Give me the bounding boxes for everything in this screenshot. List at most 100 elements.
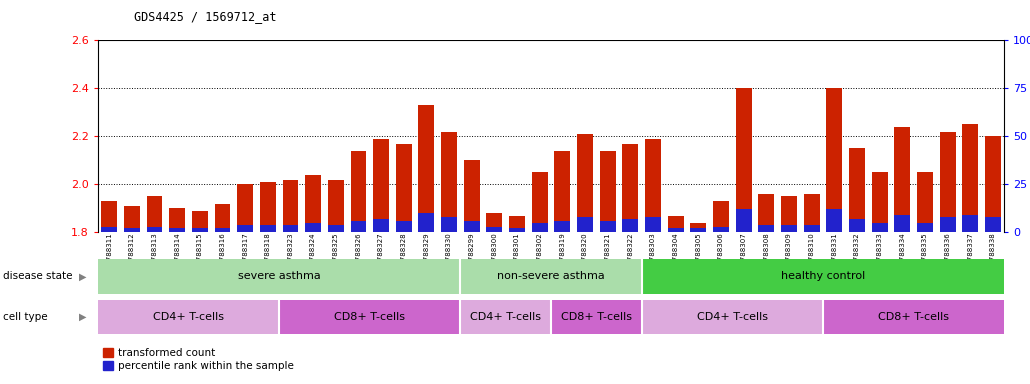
Bar bbox=[260, 225, 276, 232]
Bar bbox=[101, 227, 117, 232]
Text: cell type: cell type bbox=[3, 312, 47, 322]
Bar bbox=[826, 209, 843, 232]
Text: ▶: ▶ bbox=[79, 312, 87, 322]
Bar bbox=[146, 196, 163, 232]
Text: severe asthma: severe asthma bbox=[238, 271, 320, 281]
Bar bbox=[373, 139, 389, 232]
Bar bbox=[509, 228, 525, 232]
Text: ▶: ▶ bbox=[79, 271, 87, 281]
Bar bbox=[260, 182, 276, 232]
Bar bbox=[599, 151, 616, 232]
Bar bbox=[396, 144, 412, 232]
Bar bbox=[441, 131, 457, 232]
Bar bbox=[667, 215, 684, 232]
Bar bbox=[214, 228, 231, 232]
Bar bbox=[554, 221, 571, 232]
Bar bbox=[418, 105, 435, 232]
Bar bbox=[939, 217, 956, 232]
Bar bbox=[735, 88, 752, 232]
Bar bbox=[350, 151, 367, 232]
Text: healthy control: healthy control bbox=[781, 271, 865, 281]
Legend: transformed count, percentile rank within the sample: transformed count, percentile rank withi… bbox=[103, 348, 294, 371]
Bar bbox=[124, 228, 140, 232]
Bar bbox=[985, 136, 1001, 232]
Bar bbox=[939, 131, 956, 232]
Bar bbox=[237, 184, 253, 232]
Bar bbox=[98, 300, 279, 334]
Bar bbox=[214, 204, 231, 232]
Bar bbox=[642, 300, 823, 334]
Bar bbox=[599, 221, 616, 232]
Bar bbox=[577, 134, 593, 232]
Bar bbox=[101, 201, 117, 232]
Bar bbox=[622, 219, 639, 232]
Bar bbox=[551, 300, 642, 334]
Text: CD4+ T-cells: CD4+ T-cells bbox=[153, 312, 224, 322]
Text: CD4+ T-cells: CD4+ T-cells bbox=[697, 312, 767, 322]
Bar bbox=[781, 225, 797, 232]
Bar bbox=[803, 194, 820, 232]
Bar bbox=[758, 194, 775, 232]
Bar bbox=[871, 172, 888, 232]
Bar bbox=[645, 217, 661, 232]
Bar bbox=[962, 215, 978, 232]
Text: non-severe asthma: non-severe asthma bbox=[497, 271, 605, 281]
Bar bbox=[460, 300, 551, 334]
Bar bbox=[373, 219, 389, 232]
Bar bbox=[826, 88, 843, 232]
Text: CD8+ T-cells: CD8+ T-cells bbox=[335, 312, 405, 322]
Bar bbox=[894, 215, 911, 232]
Bar bbox=[305, 175, 321, 232]
Bar bbox=[871, 223, 888, 232]
Bar bbox=[169, 209, 185, 232]
Bar bbox=[531, 172, 548, 232]
Bar bbox=[735, 209, 752, 232]
Bar bbox=[531, 223, 548, 232]
Bar bbox=[464, 221, 480, 232]
Bar bbox=[894, 127, 911, 232]
Bar bbox=[460, 259, 642, 294]
Text: GDS4425 / 1569712_at: GDS4425 / 1569712_at bbox=[134, 10, 276, 23]
Bar bbox=[577, 217, 593, 232]
Bar bbox=[713, 201, 729, 232]
Bar bbox=[441, 217, 457, 232]
Bar bbox=[622, 144, 639, 232]
Bar bbox=[690, 228, 707, 232]
Bar bbox=[98, 259, 460, 294]
Bar bbox=[282, 180, 299, 232]
Bar bbox=[690, 223, 707, 232]
Bar bbox=[642, 259, 1004, 294]
Bar bbox=[124, 206, 140, 232]
Bar bbox=[279, 300, 460, 334]
Bar bbox=[464, 161, 480, 232]
Bar bbox=[645, 139, 661, 232]
Bar bbox=[985, 217, 1001, 232]
Bar bbox=[758, 225, 775, 232]
Bar bbox=[803, 225, 820, 232]
Bar bbox=[305, 223, 321, 232]
Bar bbox=[192, 211, 208, 232]
Bar bbox=[962, 124, 978, 232]
Bar bbox=[823, 300, 1004, 334]
Bar bbox=[849, 219, 865, 232]
Bar bbox=[146, 227, 163, 232]
Bar bbox=[396, 221, 412, 232]
Bar bbox=[486, 213, 503, 232]
Bar bbox=[917, 172, 933, 232]
Bar bbox=[282, 225, 299, 232]
Bar bbox=[192, 228, 208, 232]
Bar bbox=[328, 225, 344, 232]
Bar bbox=[509, 215, 525, 232]
Bar bbox=[713, 227, 729, 232]
Text: CD8+ T-cells: CD8+ T-cells bbox=[561, 312, 631, 322]
Bar bbox=[781, 196, 797, 232]
Bar bbox=[350, 221, 367, 232]
Text: CD8+ T-cells: CD8+ T-cells bbox=[879, 312, 949, 322]
Bar bbox=[169, 228, 185, 232]
Bar bbox=[554, 151, 571, 232]
Bar bbox=[328, 180, 344, 232]
Text: disease state: disease state bbox=[3, 271, 72, 281]
Text: CD4+ T-cells: CD4+ T-cells bbox=[471, 312, 541, 322]
Bar bbox=[237, 225, 253, 232]
Bar bbox=[418, 213, 435, 232]
